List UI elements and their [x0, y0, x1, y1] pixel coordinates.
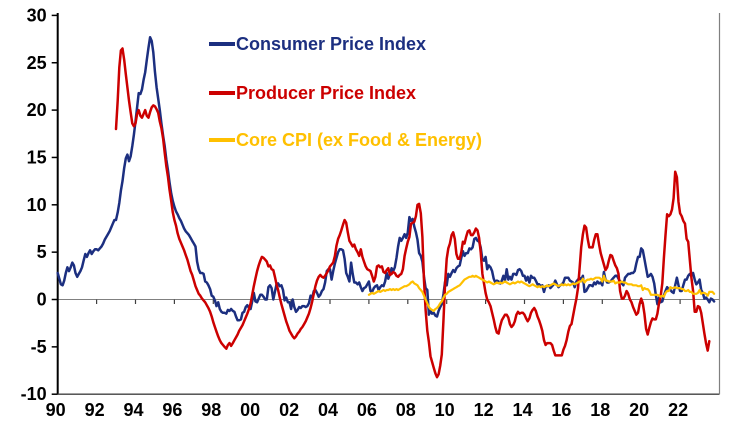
x-axis-tick-label: 10 — [435, 400, 455, 420]
core-cpi-line — [367, 274, 716, 312]
legend-line-sample-icon — [209, 138, 235, 142]
y-axis-tick-label: 0 — [37, 290, 47, 310]
y-axis-tick-label: 5 — [37, 242, 47, 262]
y-axis-tick-label: 10 — [27, 195, 47, 215]
x-axis-tick-label: 06 — [357, 400, 377, 420]
cpi-line — [56, 35, 716, 322]
x-axis-tick-label: 16 — [551, 400, 571, 420]
legend-item-consumer-price-index: Consumer Price Index — [209, 33, 426, 55]
x-axis-tick-label: 00 — [240, 400, 260, 420]
x-axis-tick-label: 20 — [629, 400, 649, 420]
x-axis-tick-label: 22 — [668, 400, 688, 420]
legend-label: Core CPI (ex Food & Energy) — [236, 129, 483, 150]
y-axis-tick-label: 30 — [27, 5, 47, 25]
y-axis-tick-label: 20 — [27, 100, 47, 120]
legend-item-core-cpi: Core CPI (ex Food & Energy) — [209, 129, 482, 151]
x-axis-tick-label: 96 — [162, 400, 182, 420]
x-axis-tick-label: 14 — [512, 400, 532, 420]
legend-line-sample-icon — [209, 42, 235, 46]
x-axis-tick-label: 12 — [474, 400, 494, 420]
y-axis-tick-label: -5 — [31, 337, 47, 357]
x-axis-tick-label: 04 — [318, 400, 338, 420]
legend-label: Producer Price Index — [236, 82, 417, 103]
y-axis-tick-label: -10 — [21, 384, 47, 404]
x-axis-tick-label: 92 — [85, 400, 105, 420]
ppi-line — [114, 47, 711, 379]
legend-line-sample-icon — [209, 91, 235, 95]
x-axis-tick-label: 94 — [123, 400, 143, 420]
y-axis-tick-label: 25 — [27, 53, 47, 73]
legend-label: Consumer Price Index — [236, 33, 427, 54]
legend-item-producer-price-index: Producer Price Index — [209, 82, 416, 104]
x-axis-tick-label: 98 — [201, 400, 221, 420]
x-axis-tick-label: 18 — [590, 400, 610, 420]
x-axis-tick-label: 02 — [279, 400, 299, 420]
x-axis-tick-label: 90 — [46, 400, 66, 420]
x-axis-tick-label: 08 — [396, 400, 416, 420]
y-axis-tick-label: 15 — [27, 147, 47, 167]
